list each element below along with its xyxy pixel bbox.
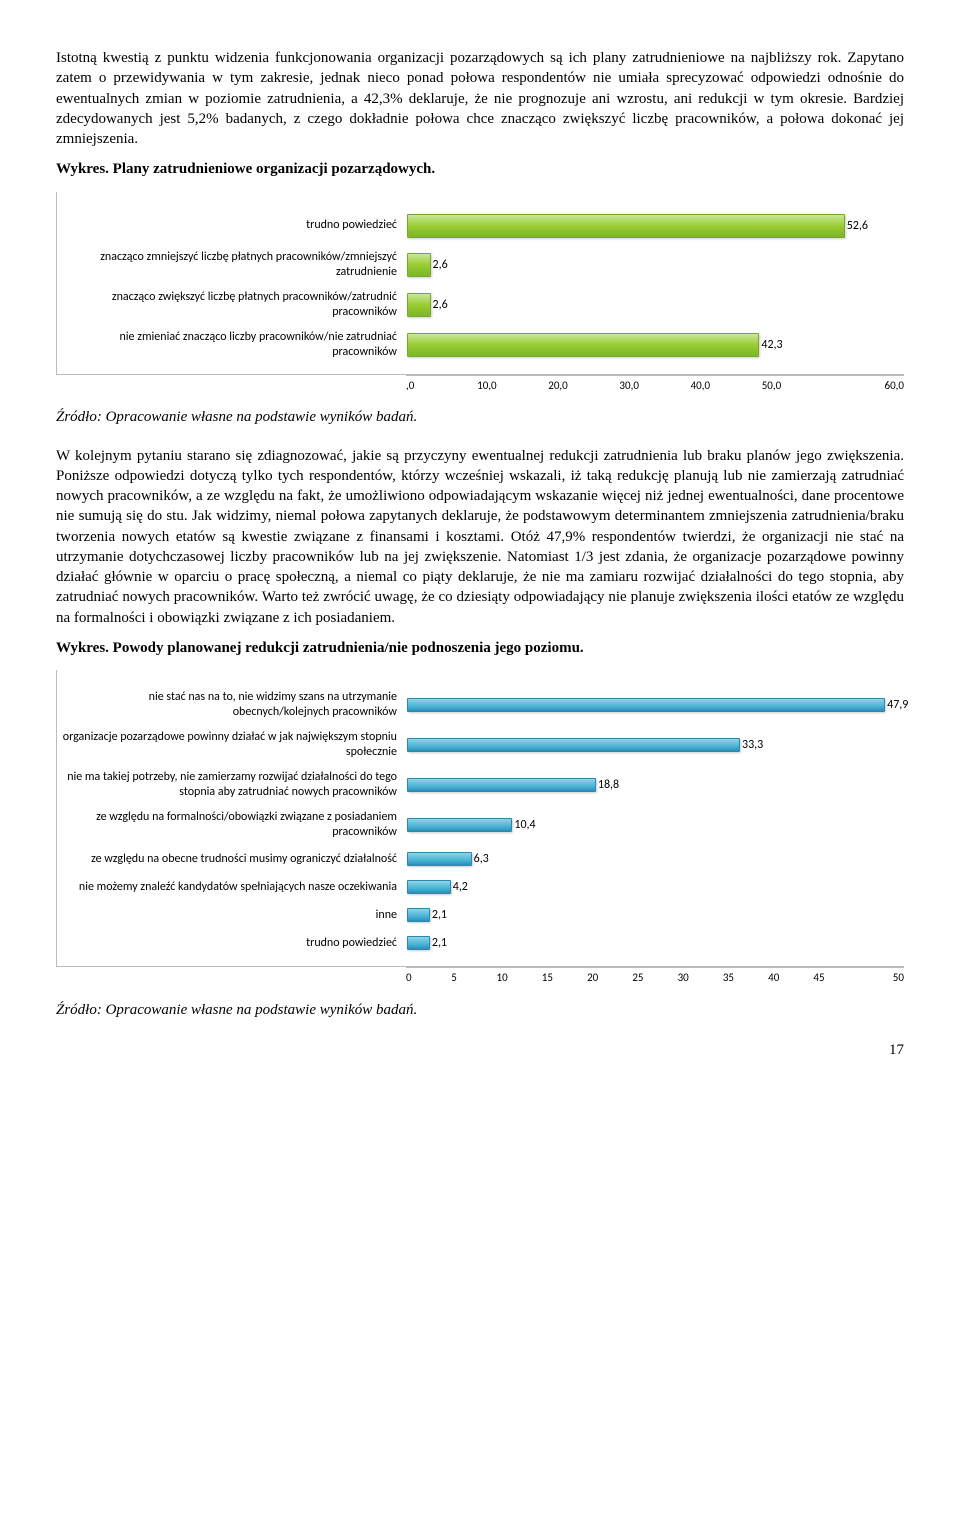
bar	[407, 293, 431, 317]
bar-zone: 2,6	[407, 291, 904, 319]
bar	[407, 818, 512, 832]
bar	[407, 214, 845, 238]
axis-tick: 20,0	[548, 379, 619, 394]
bar-zone: 2,1	[407, 934, 904, 952]
bar-zone: 52,6	[407, 212, 904, 240]
chart2: nie stać nas na to, nie widzimy szans na…	[56, 670, 904, 986]
bar-zone: 2,1	[407, 906, 904, 924]
chart-row: nie ma takiej potrzeby, nie zamierzamy r…	[57, 770, 904, 800]
bar-zone: 10,4	[407, 816, 904, 834]
chart-row: ze względu na obecne trudności musimy og…	[57, 850, 904, 868]
category-label: nie możemy znaleźć kandydatów spełniając…	[57, 880, 407, 895]
chart1: trudno powiedzieć 52,6 znacząco zmniejszyć…	[56, 192, 904, 394]
chart-row: trudno powiedzieć 2,1	[57, 934, 904, 952]
chart-row: znacząco zwiększyć liczbę płatnych praco…	[57, 290, 904, 320]
value-label: 2,6	[433, 256, 448, 272]
bar	[407, 253, 431, 277]
value-label: 52,6	[847, 217, 868, 233]
chart-row: inne 2,1	[57, 906, 904, 924]
chart2-source: Źródło: Opracowanie własne na podstawie …	[56, 1000, 904, 1020]
value-label: 2,6	[433, 296, 448, 312]
chart1-source: Źródło: Opracowanie własne na podstawie …	[56, 407, 904, 427]
category-label: organizacje pozarządowe powinny działać …	[57, 730, 407, 760]
bar-zone: 42,3	[407, 331, 904, 359]
chart-row: znacząco zmniejszyć liczbę płatnych prac…	[57, 250, 904, 280]
chart-row: nie zmieniać znacząco liczby pracowników…	[57, 330, 904, 360]
category-label: nie ma takiej potrzeby, nie zamierzamy r…	[57, 770, 407, 800]
axis-tick: 40,0	[691, 379, 762, 394]
axis-tick: 0	[406, 971, 451, 986]
category-label: nie stać nas na to, nie widzimy szans na…	[57, 690, 407, 720]
value-label: 6,3	[474, 851, 489, 867]
middle-paragraph: W kolejnym pytaniu starano się zdiagnozo…	[56, 446, 904, 628]
axis-tick: 30,0	[619, 379, 690, 394]
axis-tick: 5	[451, 971, 496, 986]
chart-row: nie stać nas na to, nie widzimy szans na…	[57, 690, 904, 720]
bar	[407, 738, 740, 752]
axis-tick: 10	[497, 971, 542, 986]
category-label: ze względu na obecne trudności musimy og…	[57, 852, 407, 867]
bar-zone: 33,3	[407, 736, 904, 754]
bar	[407, 880, 451, 894]
value-label: 33,3	[742, 737, 763, 753]
value-label: 10,4	[514, 817, 535, 833]
category-label: znacząco zmniejszyć liczbę płatnych prac…	[57, 250, 407, 280]
bar-zone: 47,9	[407, 696, 904, 714]
bar-zone: 2,6	[407, 251, 904, 279]
chart-row: trudno powiedzieć 52,6	[57, 212, 904, 240]
axis-tick: 15	[542, 971, 587, 986]
axis-tick: 50,0	[762, 379, 833, 394]
value-label: 18,8	[598, 777, 619, 793]
category-label: trudno powiedzieć	[57, 218, 407, 233]
axis-tick: 20	[587, 971, 632, 986]
chart2-title: Wykres. Powody planowanej redukcji zatru…	[56, 638, 904, 658]
category-label: trudno powiedzieć	[57, 936, 407, 951]
bar	[407, 908, 430, 922]
category-label: nie zmieniać znacząco liczby pracowników…	[57, 330, 407, 360]
bar	[407, 333, 759, 357]
axis-tick: 45	[813, 971, 858, 986]
page-number: 17	[56, 1040, 904, 1060]
bar	[407, 852, 472, 866]
axis-tick: 60,0	[833, 379, 904, 394]
axis-tick: ,0	[406, 379, 477, 394]
category-label: znacząco zwiększyć liczbę płatnych praco…	[57, 290, 407, 320]
value-label: 2,1	[432, 935, 447, 951]
category-label: ze względu na formalności/obowiązki zwią…	[57, 810, 407, 840]
chart-row: organizacje pozarządowe powinny działać …	[57, 730, 904, 760]
chart1-title: Wykres. Plany zatrudnieniowe organizacji…	[56, 159, 904, 179]
axis-tick: 25	[632, 971, 677, 986]
chart-row: ze względu na formalności/obowiązki zwią…	[57, 810, 904, 840]
axis-tick: 30	[678, 971, 723, 986]
bar	[407, 778, 596, 792]
value-label: 42,3	[761, 336, 782, 352]
value-label: 4,2	[453, 879, 468, 895]
bar-zone: 18,8	[407, 776, 904, 794]
bar	[407, 936, 430, 950]
bar-zone: 4,2	[407, 878, 904, 896]
chart-row: nie możemy znaleźć kandydatów spełniając…	[57, 878, 904, 896]
axis-tick: 35	[723, 971, 768, 986]
axis-tick: 40	[768, 971, 813, 986]
value-label: 47,9	[887, 697, 908, 713]
value-label: 2,1	[432, 907, 447, 923]
bar	[407, 698, 885, 712]
category-label: inne	[57, 908, 407, 923]
bar-zone: 6,3	[407, 850, 904, 868]
axis-tick: 10,0	[477, 379, 548, 394]
intro-paragraph: Istotną kwestią z punktu widzenia funkcj…	[56, 48, 904, 149]
axis-tick: 50	[859, 971, 904, 986]
